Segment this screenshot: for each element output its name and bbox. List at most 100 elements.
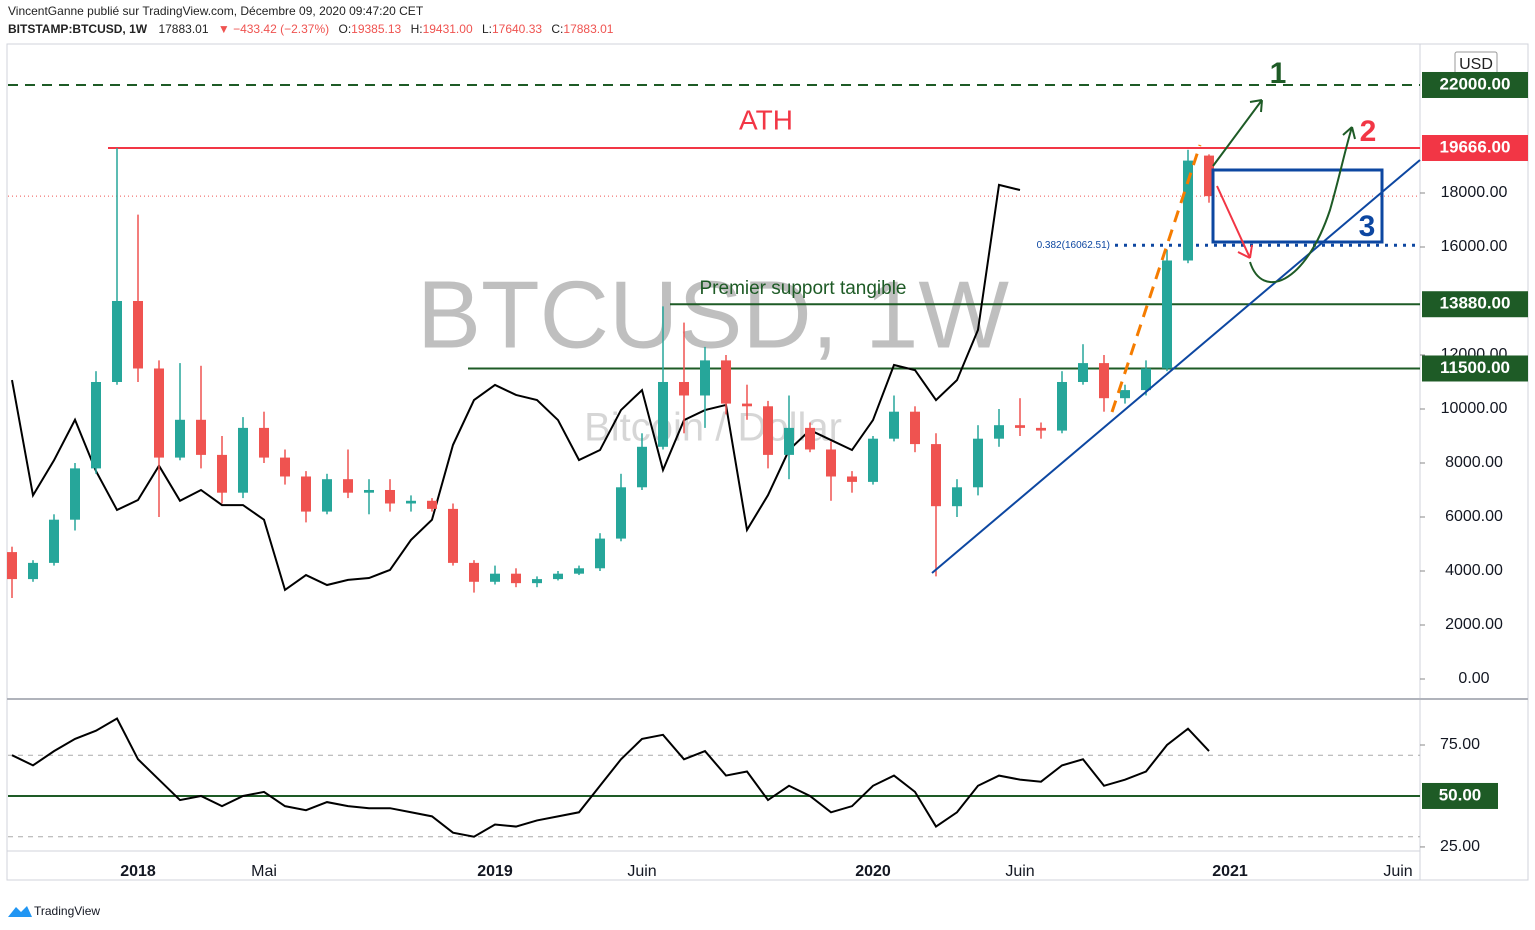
- level-label: 11500.00: [1440, 358, 1510, 377]
- candle-body: [847, 476, 857, 482]
- candle-body: [553, 573, 563, 580]
- frame: [6, 43, 1529, 881]
- rsi-line: [11, 717, 1210, 838]
- x-tick-label: 2021: [1212, 863, 1248, 880]
- candle-body: [532, 579, 542, 584]
- y-tick-label: 0.00: [1458, 670, 1489, 687]
- x-tick-label: Mai: [251, 863, 277, 880]
- candle-body: [406, 500, 416, 504]
- level-label: 22000.00: [1440, 74, 1511, 93]
- ohlc-value: 17883.01: [563, 22, 613, 36]
- y-tick-label: 6000.00: [1445, 508, 1503, 525]
- candle-body: [700, 360, 710, 396]
- candle-body: [868, 438, 878, 482]
- annotation: 3: [1359, 210, 1376, 243]
- y-tick-label: 16000.00: [1441, 238, 1508, 255]
- candle-body: [280, 457, 290, 477]
- rsi-tick-label: 25.00: [1440, 838, 1480, 855]
- candle-body: [49, 519, 59, 563]
- candle-body: [448, 508, 458, 563]
- candle-body: [721, 360, 731, 404]
- level-label-box: [1422, 355, 1528, 382]
- candle-body: [385, 489, 395, 504]
- ohlc-value: 19385.13: [351, 22, 401, 36]
- candle-body: [784, 427, 794, 455]
- candle-body: [112, 300, 122, 382]
- change: ▼ −433.42 (−2.37%): [218, 22, 329, 36]
- candle-body: [1183, 160, 1193, 261]
- candle-body: [28, 562, 38, 580]
- x-tick-label: 2020: [855, 863, 891, 880]
- candle-body: [133, 300, 143, 369]
- candle-body: [679, 381, 689, 396]
- target-box: [1211, 168, 1384, 244]
- candle-body: [1120, 390, 1130, 399]
- candle-body: [931, 444, 941, 507]
- y-tick-label: 18000.00: [1441, 184, 1508, 201]
- annotation: 2: [1360, 115, 1377, 148]
- level-label-box: [1422, 71, 1528, 98]
- candle-body: [343, 479, 353, 493]
- arrow-2: [1216, 185, 1253, 259]
- ohlc-value: 17640.33: [492, 22, 542, 36]
- candle-body: [658, 381, 668, 447]
- candle-body: [637, 446, 647, 488]
- level-label: 19666.00: [1440, 137, 1511, 156]
- candle-body: [1036, 427, 1046, 431]
- candle-body: [616, 487, 626, 539]
- symbol-line: BITSTAMP:BTCUSD, 1W 17883.01 ▼ −433.42 (…: [8, 22, 614, 36]
- fib-label: 0.382(16062.51): [1037, 240, 1110, 251]
- candle-body: [1057, 381, 1067, 431]
- candle-body: [1204, 155, 1214, 197]
- rsi-tick-label: 75.00: [1440, 736, 1480, 753]
- rsi-level-label: 50.00: [1439, 785, 1482, 804]
- rsi-level-box: [1422, 782, 1498, 809]
- annotation: ATH: [739, 104, 793, 135]
- logo: [8, 906, 32, 917]
- level-label: 13880.00: [1440, 294, 1511, 313]
- candle-body: [952, 487, 962, 507]
- footer-brand: TradingView: [34, 904, 100, 918]
- overlay-line: [11, 183, 1021, 592]
- candle-body: [763, 406, 773, 455]
- candle-body: [70, 468, 80, 520]
- candle-body: [910, 411, 920, 445]
- ohlc-key: H:: [411, 22, 423, 36]
- candle-body: [889, 411, 899, 439]
- trendline: [931, 159, 1421, 574]
- candle-body: [805, 427, 815, 450]
- candle-body: [511, 573, 521, 584]
- candle-body: [175, 419, 185, 458]
- y-tick-label: 10000.00: [1441, 400, 1508, 417]
- candle-body: [154, 368, 164, 458]
- candle-body: [994, 425, 1004, 439]
- last-price: 17883.01: [158, 22, 208, 36]
- x-tick-label: Juin: [1383, 863, 1412, 880]
- candle-body: [217, 454, 227, 493]
- candle-body: [490, 573, 500, 582]
- y-tick-label: 8000.00: [1445, 454, 1503, 471]
- candle-body: [1099, 363, 1109, 399]
- ohlc-key: O:: [338, 22, 351, 36]
- candle-body: [322, 479, 332, 512]
- candle-body: [595, 538, 605, 569]
- candle-body: [742, 403, 752, 407]
- x-tick-label: Juin: [627, 863, 656, 880]
- candle-body: [1141, 368, 1151, 391]
- level-label-box: [1422, 135, 1528, 162]
- candle-body: [1078, 363, 1088, 382]
- candle-body: [7, 552, 17, 580]
- candle-body: [91, 381, 101, 469]
- watermark: BTCUSD, 1W: [417, 261, 1009, 368]
- candle-body: [259, 427, 269, 458]
- candle-body: [826, 449, 836, 477]
- candle-body: [973, 438, 983, 488]
- candle-body: [1015, 425, 1025, 428]
- ohlc-key: L:: [482, 22, 492, 36]
- symbol: BITSTAMP:BTCUSD, 1W: [8, 22, 148, 36]
- candle-body: [469, 562, 479, 582]
- y-tick-label: 2000.00: [1445, 616, 1503, 633]
- candle-body: [196, 419, 206, 455]
- watermark-sub: Bitcoin / Dollar: [584, 406, 842, 450]
- candle-body: [574, 568, 584, 574]
